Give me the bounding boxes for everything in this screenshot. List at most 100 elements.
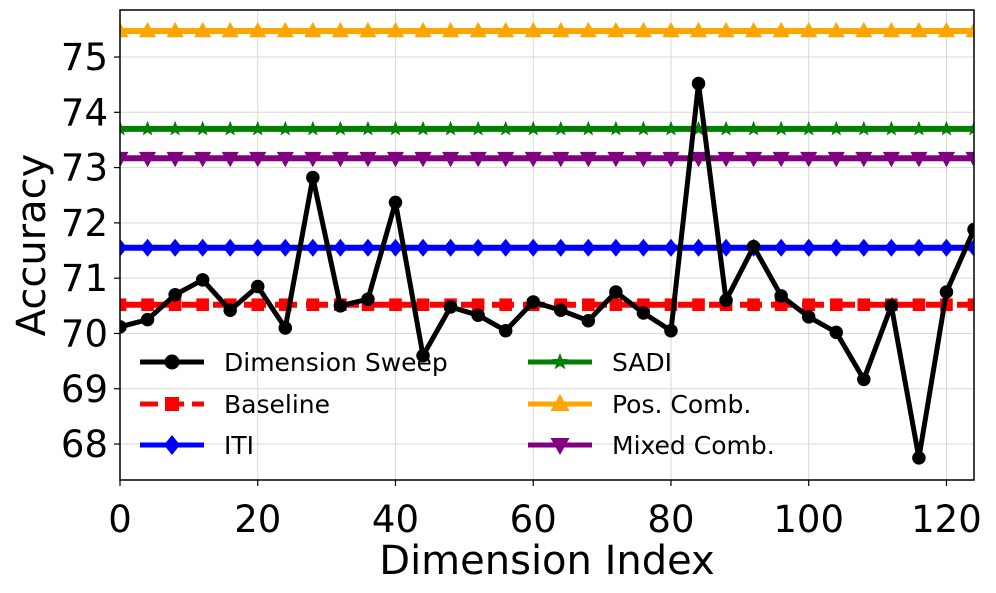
data-point	[388, 238, 403, 257]
data-point	[772, 22, 790, 38]
data-point	[857, 372, 871, 387]
data-point	[443, 238, 458, 257]
data-point	[524, 151, 542, 168]
legend-label: Mixed Comb.	[612, 431, 775, 460]
data-point	[581, 238, 596, 257]
data-point	[120, 298, 127, 312]
data-point	[717, 22, 735, 38]
data-point	[416, 298, 430, 312]
data-point	[250, 238, 265, 257]
x-tick-label: 40	[372, 498, 419, 541]
y-tick-label: 74	[61, 91, 108, 134]
data-point	[333, 299, 348, 313]
data-point	[774, 289, 788, 303]
data-point	[937, 22, 956, 38]
legend-item: ITI	[140, 431, 254, 460]
data-point	[139, 120, 156, 136]
data-point	[442, 120, 459, 136]
data-point	[912, 451, 926, 465]
data-point	[443, 300, 458, 314]
data-point	[138, 151, 157, 168]
data-point	[278, 238, 293, 257]
data-point	[746, 239, 761, 254]
data-point	[359, 22, 377, 38]
data-point	[442, 151, 460, 168]
data-point	[250, 279, 265, 294]
data-point	[497, 151, 515, 168]
legend-swatch-marker	[165, 397, 179, 411]
data-point	[884, 299, 899, 313]
legend: Dimension Sweep Baseline ITI SADI Pos. Comb.…	[140, 348, 775, 460]
data-point	[223, 303, 237, 317]
data-point	[471, 298, 485, 312]
data-point	[498, 323, 513, 338]
data-point	[579, 22, 597, 38]
data-point	[276, 151, 294, 168]
axis-ticks: 0 20 40 60 80 100 120 68 69 70 71 72 73 74 75	[61, 36, 982, 541]
data-point	[910, 22, 928, 38]
data-point	[829, 238, 844, 257]
data-point	[249, 151, 267, 168]
data-point	[554, 303, 568, 317]
data-point	[855, 151, 873, 168]
data-point	[120, 22, 129, 38]
data-point	[120, 151, 129, 168]
data-point	[195, 273, 210, 287]
data-point	[938, 120, 955, 136]
x-tick-label: 60	[510, 498, 557, 541]
data-point	[499, 298, 512, 312]
data-point	[361, 292, 375, 306]
data-point	[222, 120, 238, 136]
data-point	[221, 151, 239, 168]
data-point	[552, 22, 570, 38]
legend-swatch-marker	[550, 438, 570, 455]
data-point	[690, 120, 707, 136]
data-point	[883, 120, 900, 136]
legend-label: Baseline	[224, 390, 330, 419]
x-tick-label: 80	[647, 498, 694, 541]
data-point	[800, 22, 818, 38]
data-point	[939, 238, 954, 257]
data-point	[194, 151, 212, 168]
data-point	[195, 238, 210, 257]
data-point	[579, 151, 597, 168]
data-point	[415, 120, 431, 136]
data-point	[386, 151, 405, 168]
data-point	[663, 238, 679, 257]
data-point	[802, 298, 816, 312]
legend-swatch-marker	[551, 353, 569, 370]
data-point	[580, 120, 597, 136]
data-point	[884, 238, 899, 257]
data-point	[140, 238, 155, 257]
data-point	[634, 151, 652, 168]
data-point	[120, 120, 128, 136]
data-point	[939, 285, 954, 299]
data-point	[717, 151, 735, 168]
data-point	[829, 298, 843, 312]
data-point	[773, 238, 789, 257]
legend-label: Dimension Sweep	[224, 348, 448, 377]
data-point	[332, 120, 349, 136]
data-point	[389, 298, 402, 312]
data-point	[910, 151, 928, 168]
data-point	[745, 151, 763, 168]
data-point	[882, 151, 900, 168]
data-point	[278, 321, 293, 335]
data-point	[138, 22, 157, 38]
data-point	[166, 151, 184, 168]
data-point	[691, 76, 706, 91]
data-point	[966, 238, 974, 257]
legend-swatch-marker	[164, 354, 180, 370]
data-point	[331, 151, 349, 168]
data-point	[609, 285, 623, 299]
data-point	[497, 120, 514, 136]
data-point	[194, 120, 211, 136]
data-point	[387, 120, 404, 136]
data-point	[386, 22, 405, 38]
data-point	[965, 22, 974, 38]
data-point	[469, 151, 487, 168]
data-point	[141, 298, 154, 312]
data-point	[304, 22, 322, 38]
data-point	[582, 298, 595, 312]
data-point	[497, 22, 515, 38]
